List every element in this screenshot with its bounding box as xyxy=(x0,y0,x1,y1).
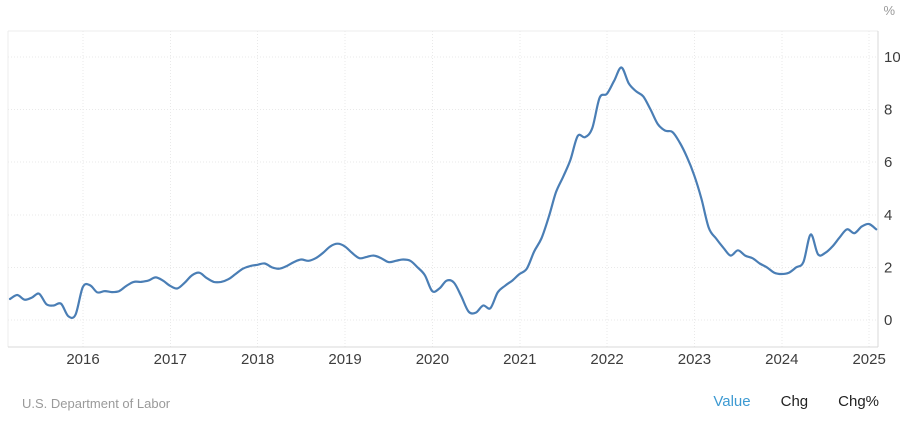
toggle-value[interactable]: Value xyxy=(713,393,751,410)
x-tick-label: 2022 xyxy=(590,351,623,368)
series-toggle-group: Value Chg Chg% xyxy=(713,393,879,410)
x-tick-label: 2021 xyxy=(503,351,536,368)
y-tick-label: 2 xyxy=(884,259,892,276)
y-tick-label: 0 xyxy=(884,312,892,329)
toggle-chg-percent[interactable]: Chg% xyxy=(838,393,879,410)
x-tick-label: 2024 xyxy=(765,351,798,368)
chart-plot-area[interactable] xyxy=(8,31,878,347)
chart-footer: U.S. Department of Labor Value Chg Chg% xyxy=(0,390,900,420)
x-tick-label: 2019 xyxy=(328,351,361,368)
x-tick-label: 2017 xyxy=(154,351,187,368)
source-attribution: U.S. Department of Labor xyxy=(22,396,171,411)
y-axis-unit-label: % xyxy=(883,3,895,18)
value-series-line xyxy=(8,66,878,319)
x-tick-label: 2023 xyxy=(678,351,711,368)
x-tick-label: 2020 xyxy=(416,351,449,368)
x-tick-label: 2018 xyxy=(241,351,274,368)
toggle-chg[interactable]: Chg xyxy=(780,393,809,410)
y-tick-label: 6 xyxy=(884,154,892,171)
y-tick-label: 8 xyxy=(884,102,892,119)
y-tick-label: 10 xyxy=(884,49,900,66)
inflation-line-chart: 10 8 6 4 2 0 2016 2017 2018 2019 2020 2021 2022 2023 2… xyxy=(7,30,900,368)
x-tick-label: 2025 xyxy=(852,351,885,368)
x-tick-label: 2016 xyxy=(66,351,99,368)
y-tick-label: 4 xyxy=(884,207,892,224)
